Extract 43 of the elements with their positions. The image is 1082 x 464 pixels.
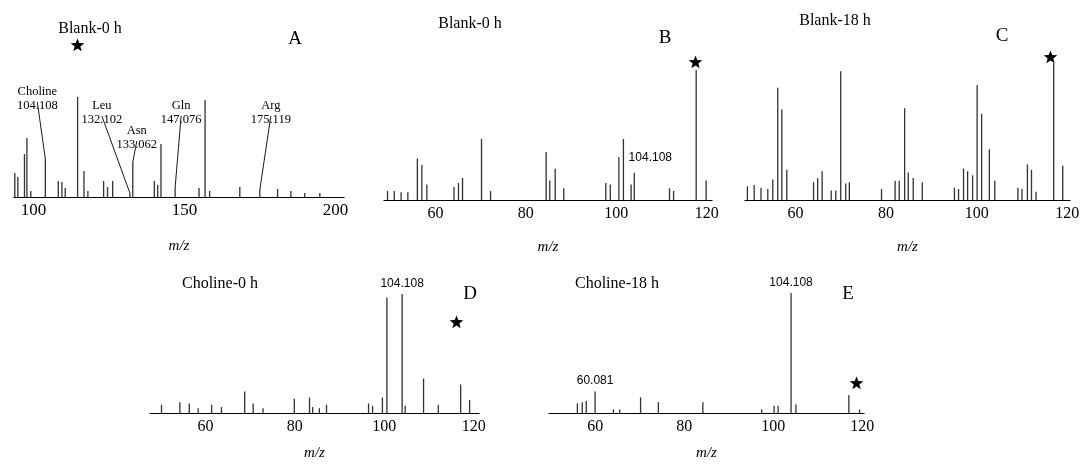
annotation: 60.081 bbox=[576, 373, 614, 388]
x-tick-label: 120 bbox=[1055, 203, 1080, 221]
annotation: 104.108 bbox=[380, 276, 425, 290]
annotation: D bbox=[463, 282, 477, 303]
x-tick-label: 100 bbox=[604, 203, 629, 221]
x-tick-label: 80 bbox=[878, 203, 895, 221]
x-tick-label: 60 bbox=[197, 416, 214, 434]
x-tick-label: 80 bbox=[676, 416, 693, 434]
x-tick-label: 150 bbox=[171, 199, 198, 219]
text: C bbox=[995, 24, 1009, 45]
chart-title: Choline-0 h bbox=[182, 274, 258, 291]
x-tick-label: 60 bbox=[587, 416, 604, 434]
text: B bbox=[658, 26, 672, 47]
x-tick-label: 100 bbox=[372, 416, 397, 434]
chart-title: Blank-0 h bbox=[58, 19, 122, 36]
annotation: Asn 133.062 bbox=[116, 123, 158, 151]
x-tick-label: 120 bbox=[461, 416, 486, 434]
x-tick-label: 80 bbox=[517, 203, 534, 221]
x-axis-title: m/z bbox=[304, 443, 326, 460]
x-tick-label: 80 bbox=[286, 416, 303, 434]
text: A bbox=[288, 27, 303, 48]
x-axis-title: m/z bbox=[168, 236, 190, 253]
annotation: Arg 175.119 bbox=[250, 98, 291, 126]
x-tick-label: 100 bbox=[761, 416, 786, 434]
x-axis-title: m/z bbox=[897, 237, 919, 254]
x-tick-label: 100 bbox=[20, 199, 47, 219]
x-tick-label: 60 bbox=[427, 203, 444, 221]
annotation: 104.108 bbox=[628, 149, 673, 164]
x-tick-label: 120 bbox=[850, 416, 875, 434]
x-tick-label: 100 bbox=[964, 203, 989, 221]
annotation: 104.108 bbox=[769, 275, 814, 289]
chart-title: Blank-18 h bbox=[799, 11, 871, 28]
chart-title: Choline-18 h bbox=[575, 274, 659, 291]
annotation: Gln 147.076 bbox=[160, 98, 202, 126]
annotation: E bbox=[842, 282, 854, 303]
x-axis-title: m/z bbox=[696, 443, 718, 460]
x-tick-label: 60 bbox=[787, 203, 804, 221]
chart-title: Blank-0 h bbox=[438, 14, 502, 31]
x-tick-label: 120 bbox=[694, 203, 719, 221]
x-tick-label: 200 bbox=[322, 199, 349, 219]
annotation: Leu 132.102 bbox=[81, 98, 123, 126]
annotation: Choline 104.108 bbox=[17, 84, 58, 112]
x-axis-title: m/z bbox=[537, 237, 559, 254]
